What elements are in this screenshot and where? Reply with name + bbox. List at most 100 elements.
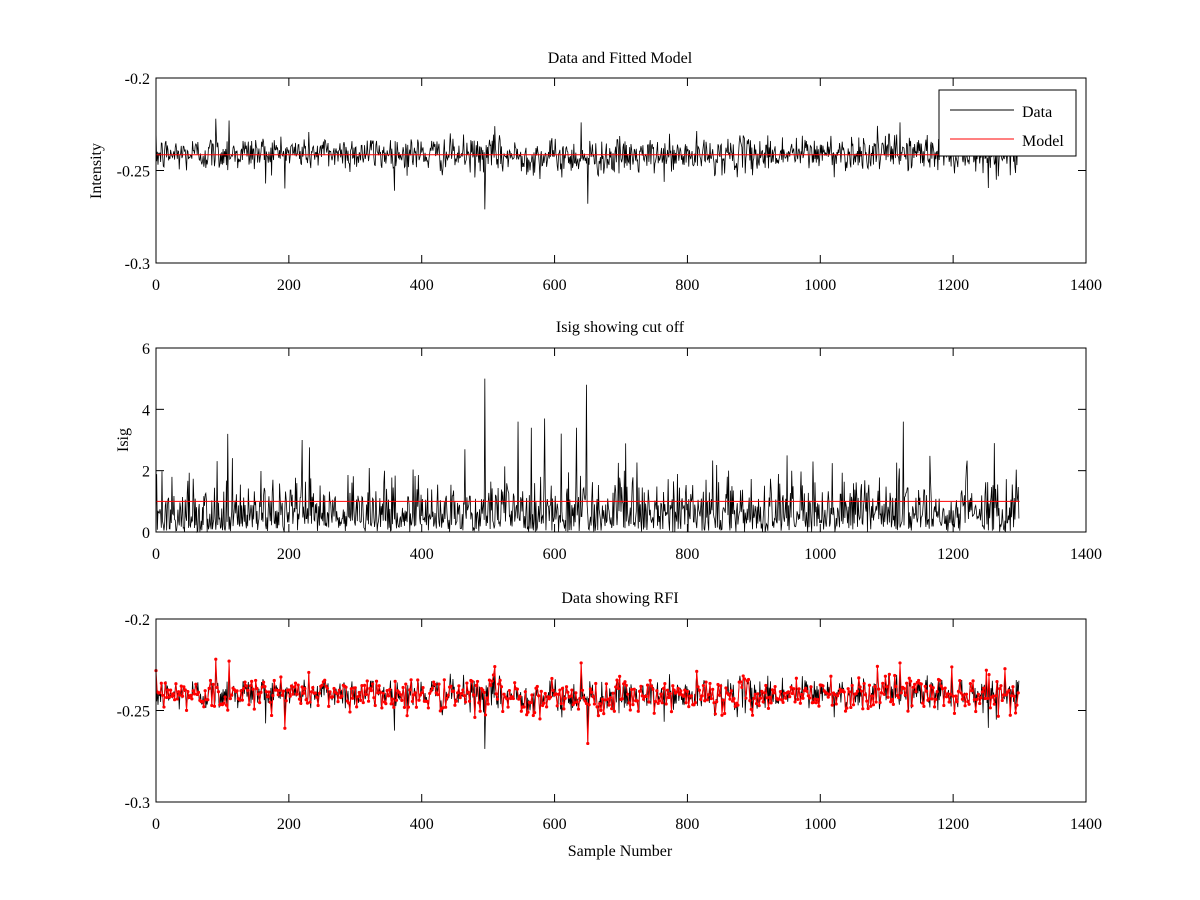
- rfi-point: [964, 692, 969, 696]
- rfi-point: [487, 678, 492, 682]
- rfi-point: [548, 695, 553, 699]
- plot-area: [155, 118, 1020, 210]
- rfi-point: [276, 693, 280, 697]
- rfi-point: [664, 702, 668, 706]
- rfi-point: [1008, 713, 1012, 717]
- rfi-point: [373, 703, 377, 708]
- chart-title: Isig showing cut off: [556, 319, 685, 336]
- x-tick-label: 1000: [804, 546, 836, 563]
- rfi-point: [644, 694, 648, 699]
- rfi-point: [377, 684, 381, 688]
- rfi-point: [507, 688, 511, 693]
- rfi-point: [821, 684, 825, 688]
- rfi-point: [919, 682, 923, 686]
- rfi-point: [385, 689, 389, 693]
- rfi-point: [991, 694, 995, 698]
- rfi-point: [182, 685, 186, 689]
- rfi-point: [684, 701, 688, 705]
- rfi-point: [753, 692, 757, 697]
- rfi-point: [798, 701, 802, 705]
- rfi-point: [1004, 693, 1008, 697]
- rfi-point: [315, 695, 319, 699]
- rfi-point: [259, 690, 263, 694]
- rfi-point: [909, 679, 913, 683]
- rfi-point: [794, 676, 798, 680]
- rfi-point: [626, 692, 630, 696]
- rfi-point: [226, 708, 230, 712]
- rfi-point: [584, 701, 589, 706]
- rfi-point: [967, 702, 971, 706]
- x-tick-label: 1200: [937, 277, 969, 294]
- rfi-point: [764, 683, 768, 688]
- rfi-point: [291, 692, 295, 696]
- rfi-point: [203, 689, 207, 693]
- rfi-point: [252, 707, 256, 711]
- rfi-point: [353, 686, 357, 690]
- rfi-point: [277, 688, 282, 693]
- rfi-point: [647, 700, 651, 704]
- rfi-point: [206, 698, 210, 702]
- rfi-point: [668, 692, 672, 696]
- rfi-point: [885, 685, 889, 689]
- rfi-point: [267, 690, 271, 694]
- rfi-point: [317, 691, 322, 695]
- rfi-point: [173, 698, 177, 702]
- rfi-point: [940, 687, 945, 691]
- rfi-point: [505, 697, 509, 701]
- rfi-point: [258, 701, 262, 705]
- rfi-point: [404, 682, 408, 686]
- rfi-point: [494, 692, 498, 696]
- rfi-point: [651, 687, 655, 691]
- rfi-point: [284, 699, 288, 703]
- rfi-point: [849, 705, 853, 710]
- rfi-point: [522, 705, 526, 709]
- rfi-point: [946, 692, 950, 696]
- rfi-point: [932, 705, 937, 709]
- rfi-point: [851, 703, 856, 707]
- rfi-point: [984, 668, 988, 672]
- rfi-point: [250, 679, 254, 683]
- rfi-point: [380, 706, 384, 710]
- rfi-point: [280, 693, 284, 697]
- rfi-point: [638, 689, 642, 693]
- rfi-point: [207, 686, 211, 690]
- rfi-point: [542, 701, 546, 705]
- rfi-point: [485, 696, 489, 700]
- rfi-point: [296, 683, 300, 687]
- y-tick-label: -0.3: [125, 256, 150, 273]
- rfi-point: [370, 682, 375, 686]
- rfi-point: [671, 684, 675, 688]
- plot-area: [155, 378, 1020, 534]
- y-tick-label: 0: [142, 525, 150, 542]
- rfi-point: [501, 709, 505, 714]
- rfi-point: [255, 686, 259, 691]
- rfi-point: [420, 691, 424, 695]
- rfi-point: [994, 694, 998, 698]
- rfi-point: [428, 691, 432, 696]
- rfi-point: [653, 699, 658, 704]
- rfi-point: [614, 685, 618, 689]
- rfi-point: [408, 688, 412, 692]
- rfi-point: [238, 698, 242, 702]
- rfi-point: [640, 694, 644, 698]
- rfi-point: [579, 661, 583, 665]
- rfi-point: [398, 692, 403, 697]
- rfi-point: [789, 685, 793, 689]
- rfi-point: [550, 676, 554, 681]
- rfi-point: [224, 703, 229, 707]
- rfi-point: [526, 710, 530, 714]
- rfi-point: [914, 690, 918, 694]
- rfi-point: [972, 698, 977, 702]
- rfi-point: [166, 688, 170, 692]
- rfi-point: [750, 713, 755, 717]
- rfi-point: [272, 678, 276, 683]
- rfi-point: [529, 701, 533, 705]
- rfi-point: [623, 680, 627, 684]
- rfi-point: [262, 680, 266, 684]
- rfi-point: [356, 695, 360, 699]
- rfi-point: [293, 681, 298, 685]
- rfi-point: [587, 703, 591, 707]
- rfi-point: [599, 708, 603, 712]
- rfi-point: [975, 697, 979, 701]
- rfi-point: [959, 691, 963, 695]
